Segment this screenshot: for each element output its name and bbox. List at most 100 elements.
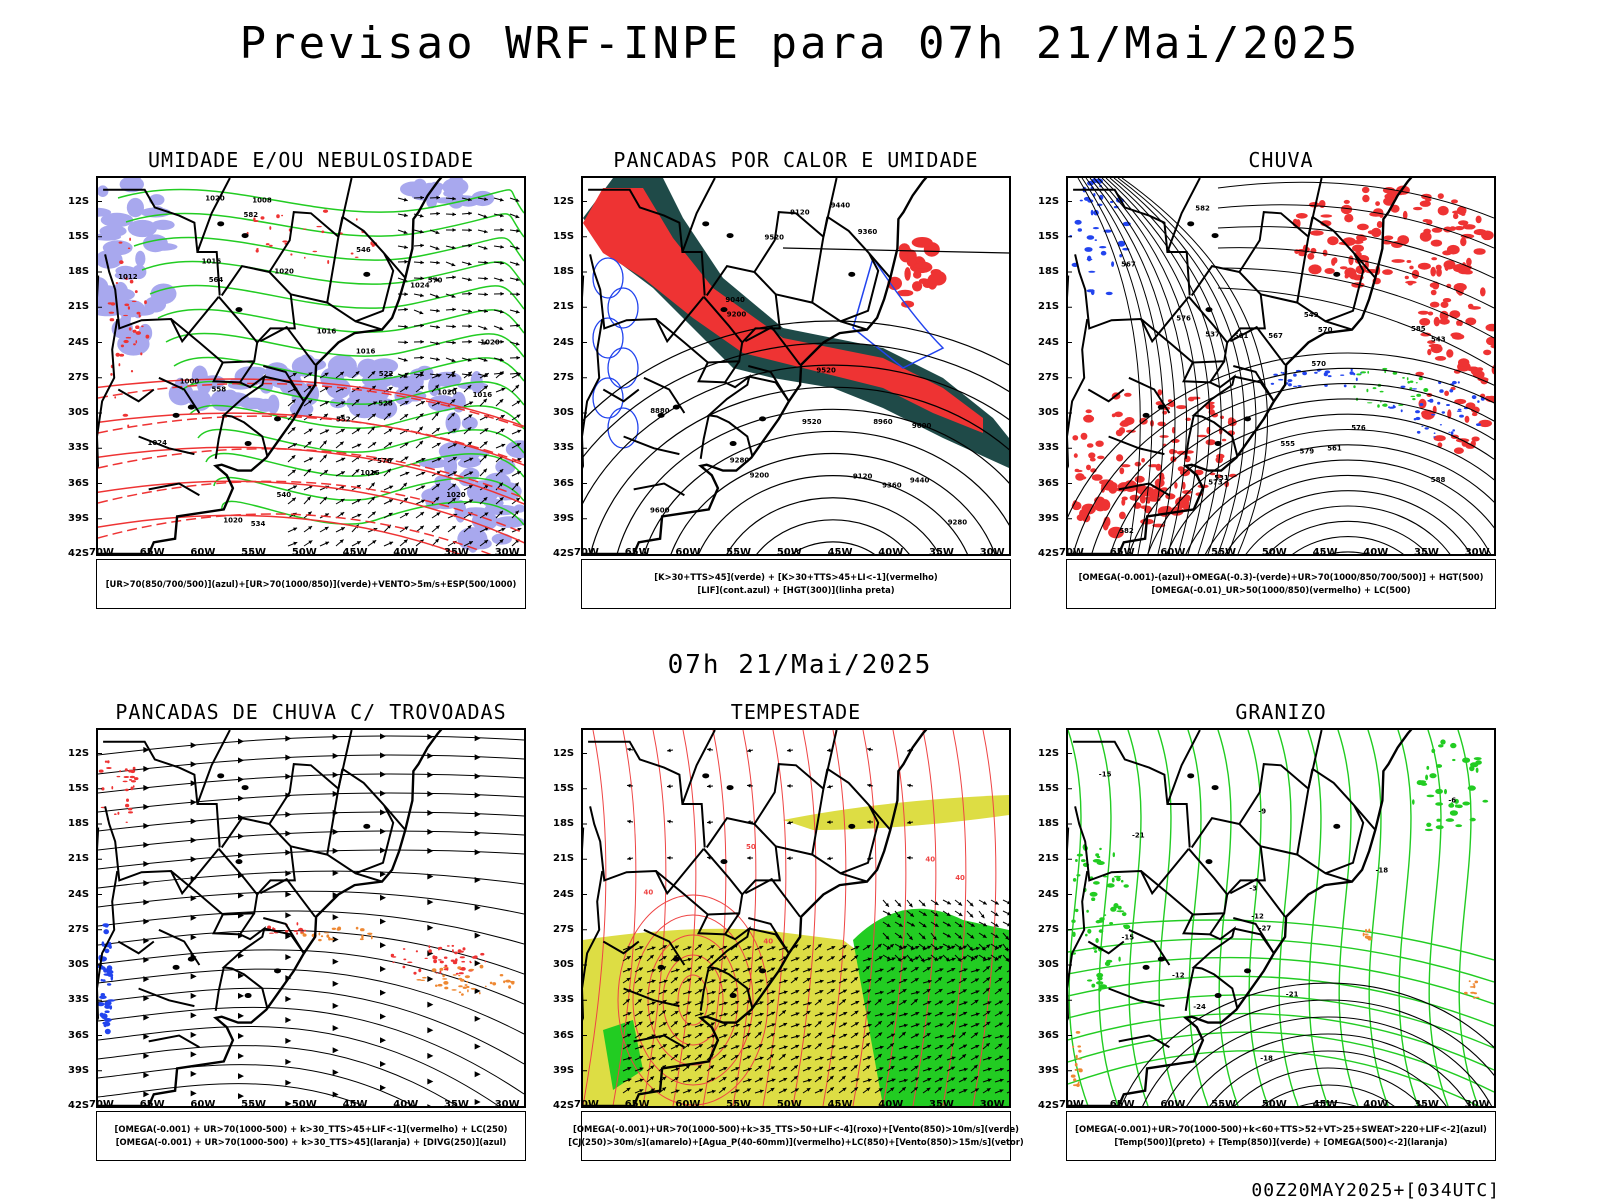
contour-label: 9200 xyxy=(750,471,770,479)
lat-tick-label: 42S xyxy=(1038,1100,1059,1111)
contour-label: 9440 xyxy=(831,202,851,210)
lon-tick-label: 60W xyxy=(190,1099,215,1110)
contour-label: -15 xyxy=(1122,933,1135,941)
contour-label: -21 xyxy=(1132,832,1145,840)
lon-tick-label: 45W xyxy=(1313,1099,1338,1110)
lon-tick-label: 30W xyxy=(495,547,520,558)
lon-tick-label: 60W xyxy=(1160,1099,1185,1110)
contour-label: 1020 xyxy=(223,517,243,525)
map-pancadas-trovoadas[interactable] xyxy=(96,728,526,1108)
lat-tick-label: 39S xyxy=(553,513,574,524)
contour-label: 582 xyxy=(1195,205,1210,213)
contour-label: -24 xyxy=(1193,1003,1206,1011)
contour-label: 564 xyxy=(209,276,224,284)
lat-tick-label: 36S xyxy=(1038,1030,1059,1041)
lat-tick-label: 27S xyxy=(553,924,574,935)
legend-box: [UR>70(850/700/500)](azul)+[UR>70(1000/8… xyxy=(96,559,526,609)
lon-tick-label: 70W xyxy=(574,1099,599,1110)
lat-tick-label: 18S xyxy=(1038,818,1059,829)
contour-label: 1020 xyxy=(205,194,225,202)
contour-label: 576 xyxy=(377,457,392,465)
contour-label: 9040 xyxy=(725,296,745,304)
lon-tick-label: 50W xyxy=(292,547,317,558)
lat-tick-label: 12S xyxy=(68,748,89,759)
lon-tick-label: 65W xyxy=(140,547,165,558)
contour-label: 570 xyxy=(428,276,443,284)
contour-label: 576 xyxy=(1176,315,1191,323)
contour-label: -12 xyxy=(1251,913,1264,921)
panel-granizo: GRANIZO -3-6-9-12-15-18-21-24-27-12-15-1… xyxy=(1066,700,1496,1180)
legend-line: [CJ(250)>30m/s](amarelo)+[Agua_P(40-60mm… xyxy=(568,1136,1024,1149)
lat-tick-label: 33S xyxy=(68,442,89,453)
lat-tick-label: 12S xyxy=(553,196,574,207)
contour-label: -9 xyxy=(1258,807,1266,815)
lat-tick-label: 15S xyxy=(68,231,89,242)
lat-tick-label: 30S xyxy=(553,959,574,970)
lon-tick-label: 40W xyxy=(393,1099,418,1110)
legend-line: [OMEGA(-0.001)+UR>70(1000-500)+k<60+TTS>… xyxy=(1075,1123,1487,1136)
main-title: Previsao WRF-INPE para 07h 21/Mai/2025 xyxy=(0,18,1600,69)
model-run-footer: 00Z20MAY2025+[034UTC] xyxy=(1251,1180,1500,1201)
contour-label: 576 xyxy=(1351,424,1366,432)
contour-label: 558 xyxy=(212,385,227,393)
lon-tick-label: 65W xyxy=(1110,547,1135,558)
panel-title: GRANIZO xyxy=(1066,700,1496,724)
legend-line: [LIF](cont.azul) + [HGT(300)](linha pret… xyxy=(697,584,894,597)
lat-tick-label: 33S xyxy=(1038,442,1059,453)
lon-tick-label: 30W xyxy=(1465,1099,1490,1110)
lon-tick-label: 70W xyxy=(89,1099,114,1110)
lon-tick-label: 30W xyxy=(980,547,1005,558)
lon-tick-label: 35W xyxy=(444,547,469,558)
contour-label: -3 xyxy=(1249,885,1257,893)
lat-tick-label: 24S xyxy=(553,337,574,348)
lon-tick-label: 30W xyxy=(1465,547,1490,558)
lon-tick-label: 40W xyxy=(393,547,418,558)
lat-tick-label: 42S xyxy=(553,1100,574,1111)
lat-tick-label: 42S xyxy=(1038,548,1059,559)
lon-tick-label: 35W xyxy=(929,547,954,558)
lat-tick-label: 18S xyxy=(68,818,89,829)
lon-tick-label: 30W xyxy=(980,1099,1005,1110)
lon-tick-label: 45W xyxy=(828,547,853,558)
lat-tick-label: 21S xyxy=(553,853,574,864)
lat-tick-label: 42S xyxy=(68,548,89,559)
lon-tick-label: 55W xyxy=(241,547,266,558)
lon-tick-label: 60W xyxy=(190,547,215,558)
lon-tick-label: 35W xyxy=(1414,547,1439,558)
lat-tick-label: 18S xyxy=(553,818,574,829)
map-granizo[interactable]: -3-6-9-12-15-18-21-24-27-12-15-18-21 xyxy=(1066,728,1496,1108)
lon-tick-label: 45W xyxy=(1313,547,1338,558)
lat-tick-label: 15S xyxy=(553,231,574,242)
lat-tick-label: 21S xyxy=(68,853,89,864)
contour-label: 534 xyxy=(251,520,266,528)
lat-tick-label: 36S xyxy=(68,478,89,489)
lat-tick-label: 27S xyxy=(1038,372,1059,383)
lon-tick-label: 55W xyxy=(1211,547,1236,558)
contour-label: 546 xyxy=(356,246,371,254)
contour-label: 522 xyxy=(379,370,394,378)
lat-tick-label: 21S xyxy=(68,301,89,312)
lon-tick-label: 50W xyxy=(1262,547,1287,558)
lon-tick-label: 45W xyxy=(343,1099,368,1110)
lat-tick-label: 18S xyxy=(68,266,89,277)
contour-label: 555 xyxy=(1280,440,1295,448)
lon-tick-label: 40W xyxy=(1363,547,1388,558)
contour-label: 9440 xyxy=(910,476,930,484)
lat-tick-label: 27S xyxy=(553,372,574,383)
contour-label: 1024 xyxy=(410,281,430,289)
contour-label: -18 xyxy=(1376,867,1389,875)
lon-tick-label: 65W xyxy=(1110,1099,1135,1110)
contour-label: 9200 xyxy=(727,311,747,319)
contour-label: -18 xyxy=(1260,1054,1273,1062)
lat-tick-label: 27S xyxy=(68,372,89,383)
lon-tick-label: 40W xyxy=(1363,1099,1388,1110)
lon-tick-label: 40W xyxy=(878,1099,903,1110)
lon-tick-label: 40W xyxy=(878,547,903,558)
lat-tick-label: 24S xyxy=(553,889,574,900)
